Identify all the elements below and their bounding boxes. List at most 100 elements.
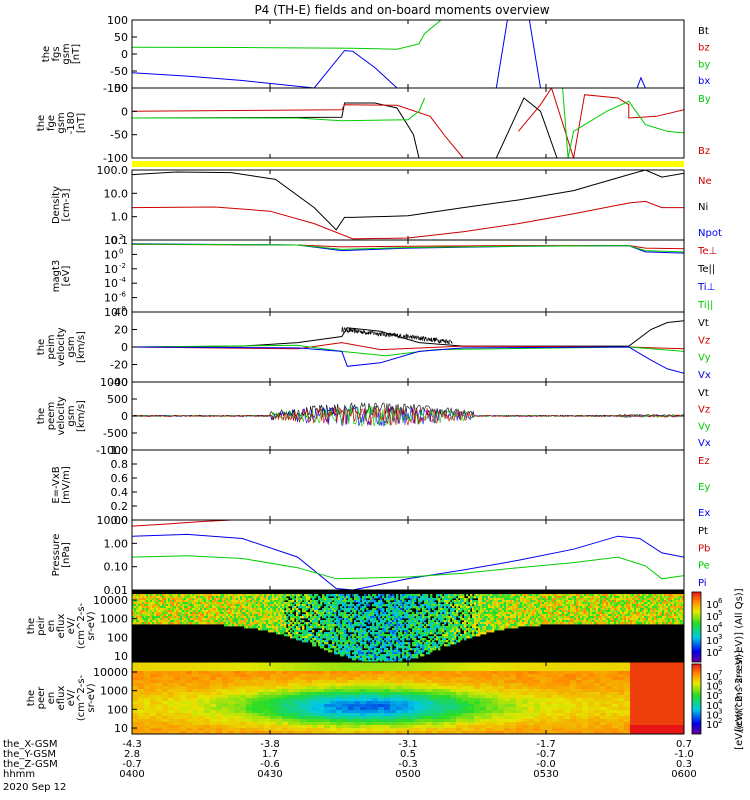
heat-cell [276, 624, 279, 627]
heat-cell [186, 620, 189, 623]
heat-cell [462, 594, 465, 597]
heat-cell [220, 604, 223, 607]
heat-cell [190, 622, 193, 625]
heat-cell [280, 616, 283, 619]
heat-cell [590, 610, 593, 613]
heat-cell [208, 610, 211, 613]
heat-cell [564, 622, 567, 625]
heat-cell [632, 596, 635, 599]
heat-cell [336, 628, 339, 631]
ytick-label: 0 [121, 105, 128, 118]
heat-cell [202, 598, 205, 601]
heat-cell [646, 596, 649, 599]
heat-cell [372, 610, 375, 613]
legend-Bz: Bz [698, 146, 710, 157]
heat-cell [410, 622, 413, 625]
heat-cell [552, 600, 555, 603]
heat-cell [408, 624, 411, 627]
ylabel-line: [mV/m] [61, 466, 72, 504]
heat-cell [620, 596, 623, 599]
heat-cell [576, 608, 579, 611]
heat-cell [306, 622, 309, 625]
heat-cell [272, 624, 275, 627]
heat-cell [380, 620, 383, 623]
heat-cell [320, 634, 323, 637]
heat-cell [242, 614, 245, 617]
heat-cell [382, 654, 385, 657]
heat-cell [132, 596, 135, 599]
heat-cell [230, 598, 233, 601]
heat-cell [414, 626, 417, 629]
heat-cell [338, 624, 341, 627]
heat-cell [384, 650, 387, 653]
heat-cell [418, 622, 421, 625]
heat-cell [470, 636, 473, 639]
heat-cell [396, 652, 399, 655]
heat-cell [340, 636, 343, 639]
heat-cell [220, 596, 223, 599]
heat-cell [362, 656, 365, 659]
heat-cell [440, 642, 443, 645]
heat-cell [570, 620, 573, 623]
heat-cell [538, 622, 541, 625]
heat-cell [136, 610, 139, 613]
heat-cell [526, 618, 529, 621]
heat-cell [202, 610, 205, 613]
heat-cell [470, 596, 473, 599]
heat-cell [182, 594, 185, 597]
heat-cell [508, 596, 511, 599]
heat-cell [536, 622, 539, 625]
heat-cell [378, 640, 381, 643]
heat-cell [318, 606, 321, 609]
heat-cell [318, 626, 321, 629]
heat-cell [436, 638, 439, 641]
heat-cell [628, 614, 631, 617]
heat-cell [536, 602, 539, 605]
heat-cell [550, 618, 553, 621]
heat-cell [526, 594, 529, 597]
heat-cell [428, 618, 431, 621]
heat-cell [366, 656, 369, 659]
heat-cell [642, 620, 645, 623]
heat-cell [602, 616, 605, 619]
heat-cell [402, 628, 405, 631]
heat-cell [388, 594, 391, 597]
heat-cell [388, 654, 391, 657]
ytick-label: 0 [121, 341, 128, 354]
heat-cell [528, 616, 531, 619]
heat-cell [194, 610, 197, 613]
heat-cell [632, 608, 635, 611]
heat-cell [374, 656, 377, 659]
heat-cell [204, 612, 207, 615]
heat-cell [310, 634, 313, 637]
heat-cell [230, 612, 233, 615]
heat-cell [400, 596, 403, 599]
heat-cell [610, 598, 613, 601]
heat-cell [328, 612, 331, 615]
heat-cell [292, 600, 295, 603]
heat-cell [604, 606, 607, 609]
ytick-label: -500 [103, 427, 128, 440]
heat-cell [582, 604, 585, 607]
heat-cell [164, 616, 167, 619]
heat-cell [214, 604, 217, 607]
heat-cell [382, 656, 385, 659]
heat-cell [272, 610, 275, 613]
heat-cell [448, 612, 451, 615]
heat-cell [388, 622, 391, 625]
heat-cell [148, 608, 151, 611]
heat-cell [246, 622, 249, 625]
heat-cell [504, 598, 507, 601]
heat-cell [222, 622, 225, 625]
heat-cell [442, 624, 445, 627]
heat-cell [282, 596, 285, 599]
heat-cell [510, 604, 513, 607]
heat-cell [488, 596, 491, 599]
heat-cell [276, 614, 279, 617]
heat-cell [424, 618, 427, 621]
heat-cell [376, 624, 379, 627]
heat-cell [440, 614, 443, 617]
heat-cell [196, 620, 199, 623]
heat-cell [420, 620, 423, 623]
